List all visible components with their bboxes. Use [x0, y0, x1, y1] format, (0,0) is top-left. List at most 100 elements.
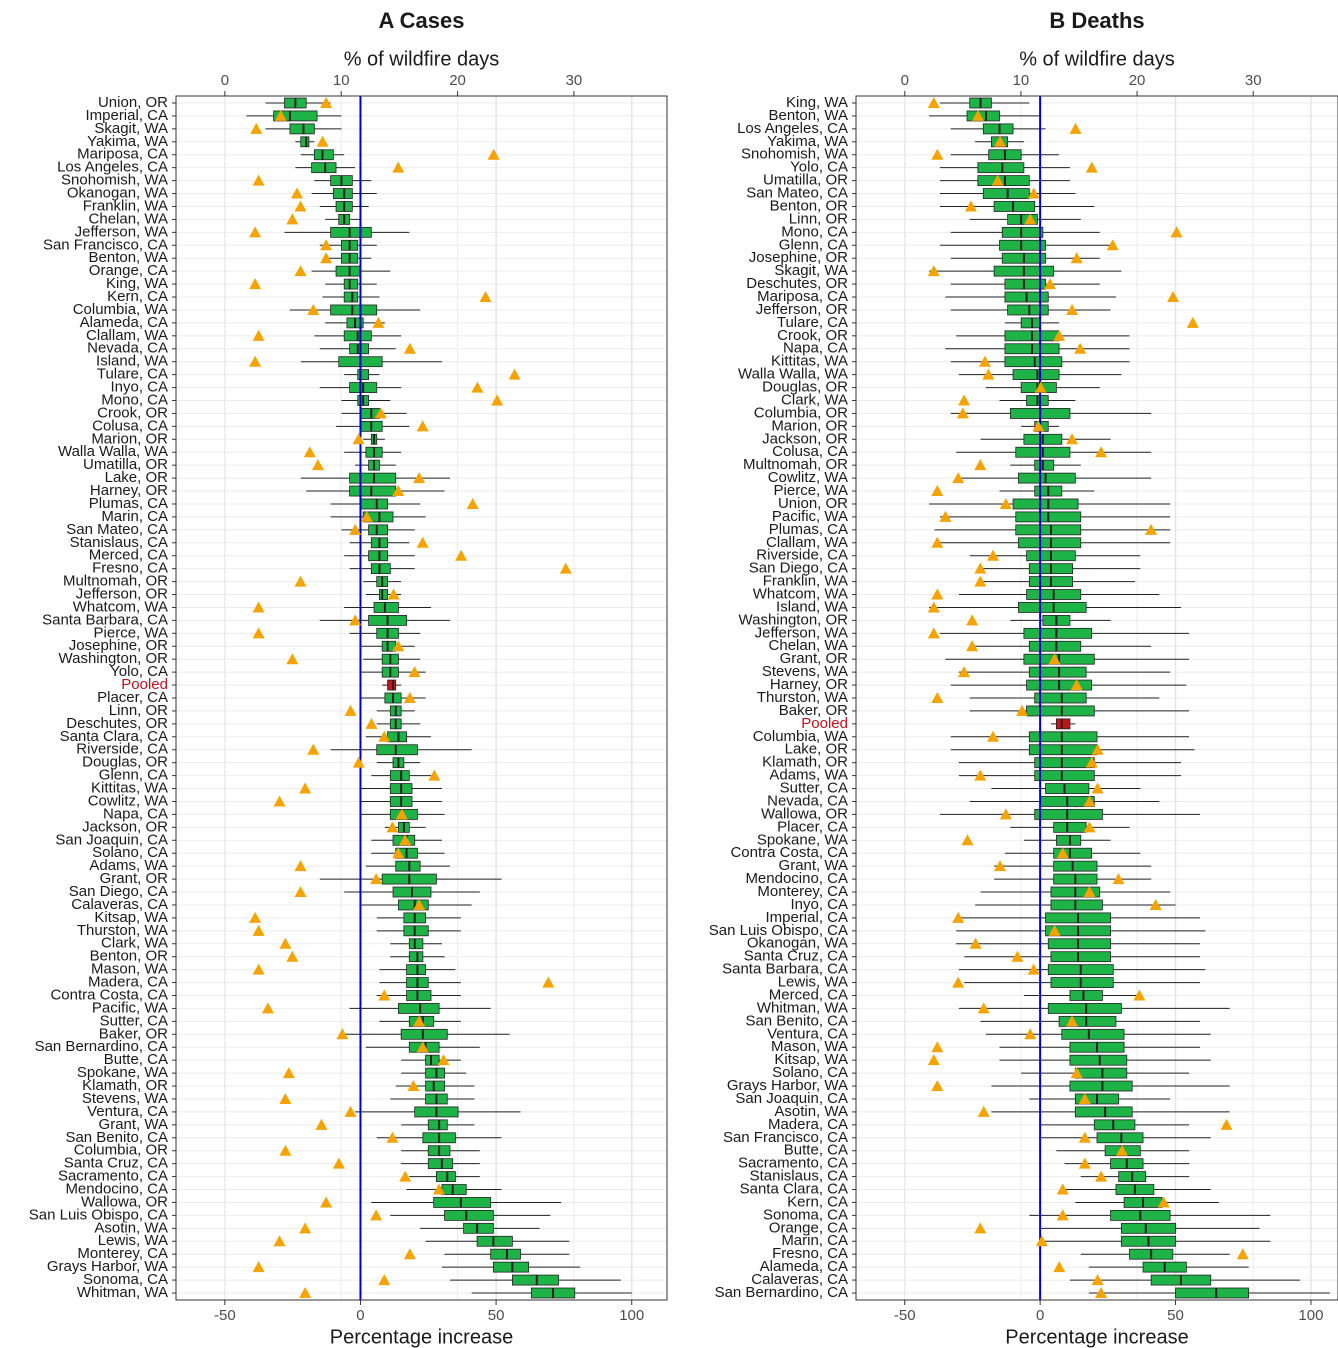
box	[444, 1209, 494, 1221]
wildfire-marker	[249, 355, 262, 367]
box	[1053, 860, 1098, 872]
category-label: Contra Costa, CA	[50, 986, 168, 1003]
box	[1050, 899, 1103, 911]
category-label: Inyo, CA	[110, 379, 168, 396]
wildfire-marker	[344, 1105, 357, 1117]
wildfire-marker	[352, 433, 365, 445]
category-label: San Francisco, CA	[43, 236, 168, 253]
box	[1018, 472, 1076, 484]
wildfire-marker	[349, 523, 362, 535]
category-label: Placer, CA	[97, 689, 168, 706]
category-label: Washington, OR	[739, 611, 849, 628]
wildfire-marker	[1024, 1028, 1037, 1040]
wildfire-marker	[407, 1080, 420, 1092]
category-label: Skagit, WA	[774, 262, 848, 279]
box	[300, 136, 310, 148]
wildfire-marker	[977, 1002, 990, 1014]
wildfire-marker	[1115, 1144, 1128, 1156]
wildfire-marker	[1053, 329, 1066, 341]
category-label: San Francisco, CA	[723, 1129, 848, 1146]
category-label: Whitman, WA	[77, 1284, 168, 1301]
wildfire-marker	[1091, 743, 1104, 755]
wildfire-marker	[320, 239, 333, 251]
box	[1004, 356, 1063, 368]
category-label: Ventura, CA	[87, 1103, 168, 1120]
wildfire-marker	[252, 963, 265, 975]
category-label: Franklin, WA	[83, 197, 168, 214]
box	[999, 239, 1046, 251]
category-label: Whatcom, WA	[753, 585, 848, 602]
category-label: Linn, OR	[109, 702, 168, 719]
wildfire-marker	[403, 1248, 416, 1260]
wildfire-marker	[378, 1274, 391, 1286]
category-label: Benton, OR	[90, 948, 169, 965]
wildfire-marker	[387, 588, 400, 600]
category-label: Santa Cruz, CA	[744, 948, 848, 965]
box	[1069, 1080, 1133, 1092]
wildfire-marker	[931, 1041, 944, 1053]
category-label: San Mateo, CA	[66, 521, 168, 538]
wildfire-marker	[395, 808, 408, 820]
wildfire-marker	[378, 989, 391, 1001]
wildfire-marker	[360, 510, 373, 522]
x-tick-label: 50	[488, 1307, 505, 1324]
box	[362, 511, 394, 523]
category-label: Stanislaus, CA	[70, 534, 168, 551]
category-label: Santa Clara, CA	[60, 728, 168, 745]
category-label: Riverside, CA	[756, 547, 848, 564]
wildfire-marker	[1069, 122, 1082, 134]
wildfire-marker	[370, 1209, 383, 1221]
wildfire-marker	[931, 485, 944, 497]
wildfire-marker	[286, 653, 299, 665]
box	[425, 1054, 440, 1066]
category-label: Glenn, CA	[99, 767, 168, 784]
wildfire-marker	[392, 485, 405, 497]
wildfire-marker	[370, 873, 383, 885]
category-label: Jackson, OR	[82, 818, 168, 835]
box	[427, 1158, 454, 1170]
wildfire-marker	[927, 1054, 940, 1066]
category-label: Merced, CA	[89, 547, 168, 564]
category-label: Solano, CA	[92, 844, 168, 861]
box	[373, 602, 399, 613]
category-label: Santa Cruz, CA	[64, 1155, 168, 1172]
wildfire-marker	[927, 627, 940, 639]
category-label: Chelan, WA	[769, 637, 848, 654]
category-label: Snohomish, WA	[61, 172, 168, 189]
category-label: Island, WA	[776, 598, 848, 615]
wildfire-marker	[315, 1118, 328, 1130]
category-label: Mariposa, CA	[77, 146, 168, 163]
box	[1023, 627, 1092, 639]
category-label: Pooled	[121, 676, 168, 693]
wildfire-marker	[994, 135, 1007, 147]
wildfire-marker	[1027, 963, 1040, 975]
box	[1028, 666, 1087, 678]
category-label: Pooled	[801, 715, 848, 732]
category-label: Clallam, WA	[86, 327, 168, 344]
wildfire-marker	[471, 381, 484, 393]
wildfire-marker	[999, 808, 1012, 820]
wildfire-marker	[974, 769, 987, 781]
wildfire-marker	[1167, 291, 1180, 303]
category-label: Yolo, CA	[790, 159, 848, 176]
wildfire-marker	[299, 782, 312, 794]
category-label: Union, OR	[98, 94, 168, 111]
category-label: Baker, OR	[779, 702, 848, 719]
category-label: San Benito, CA	[745, 1012, 848, 1029]
category-label: Washington, OR	[59, 650, 169, 667]
wildfire-marker	[279, 1144, 292, 1156]
x-tick-label: 100	[1298, 1307, 1323, 1324]
box	[1015, 524, 1082, 536]
category-label: Josephine, OR	[749, 249, 848, 266]
category-label: Sacramento, CA	[58, 1168, 168, 1185]
wildfire-marker	[299, 1287, 312, 1298]
box	[395, 860, 421, 872]
category-label: San Diego, CA	[69, 883, 168, 900]
category-label: Deschutes, OR	[66, 715, 168, 732]
box	[368, 524, 388, 536]
panel-title: B Deaths	[1049, 8, 1144, 33]
wildfire-marker	[273, 1235, 286, 1247]
x-axis-label: Percentage increase	[330, 1326, 513, 1348]
category-label: Harney, OR	[90, 482, 168, 499]
box	[1055, 718, 1071, 730]
